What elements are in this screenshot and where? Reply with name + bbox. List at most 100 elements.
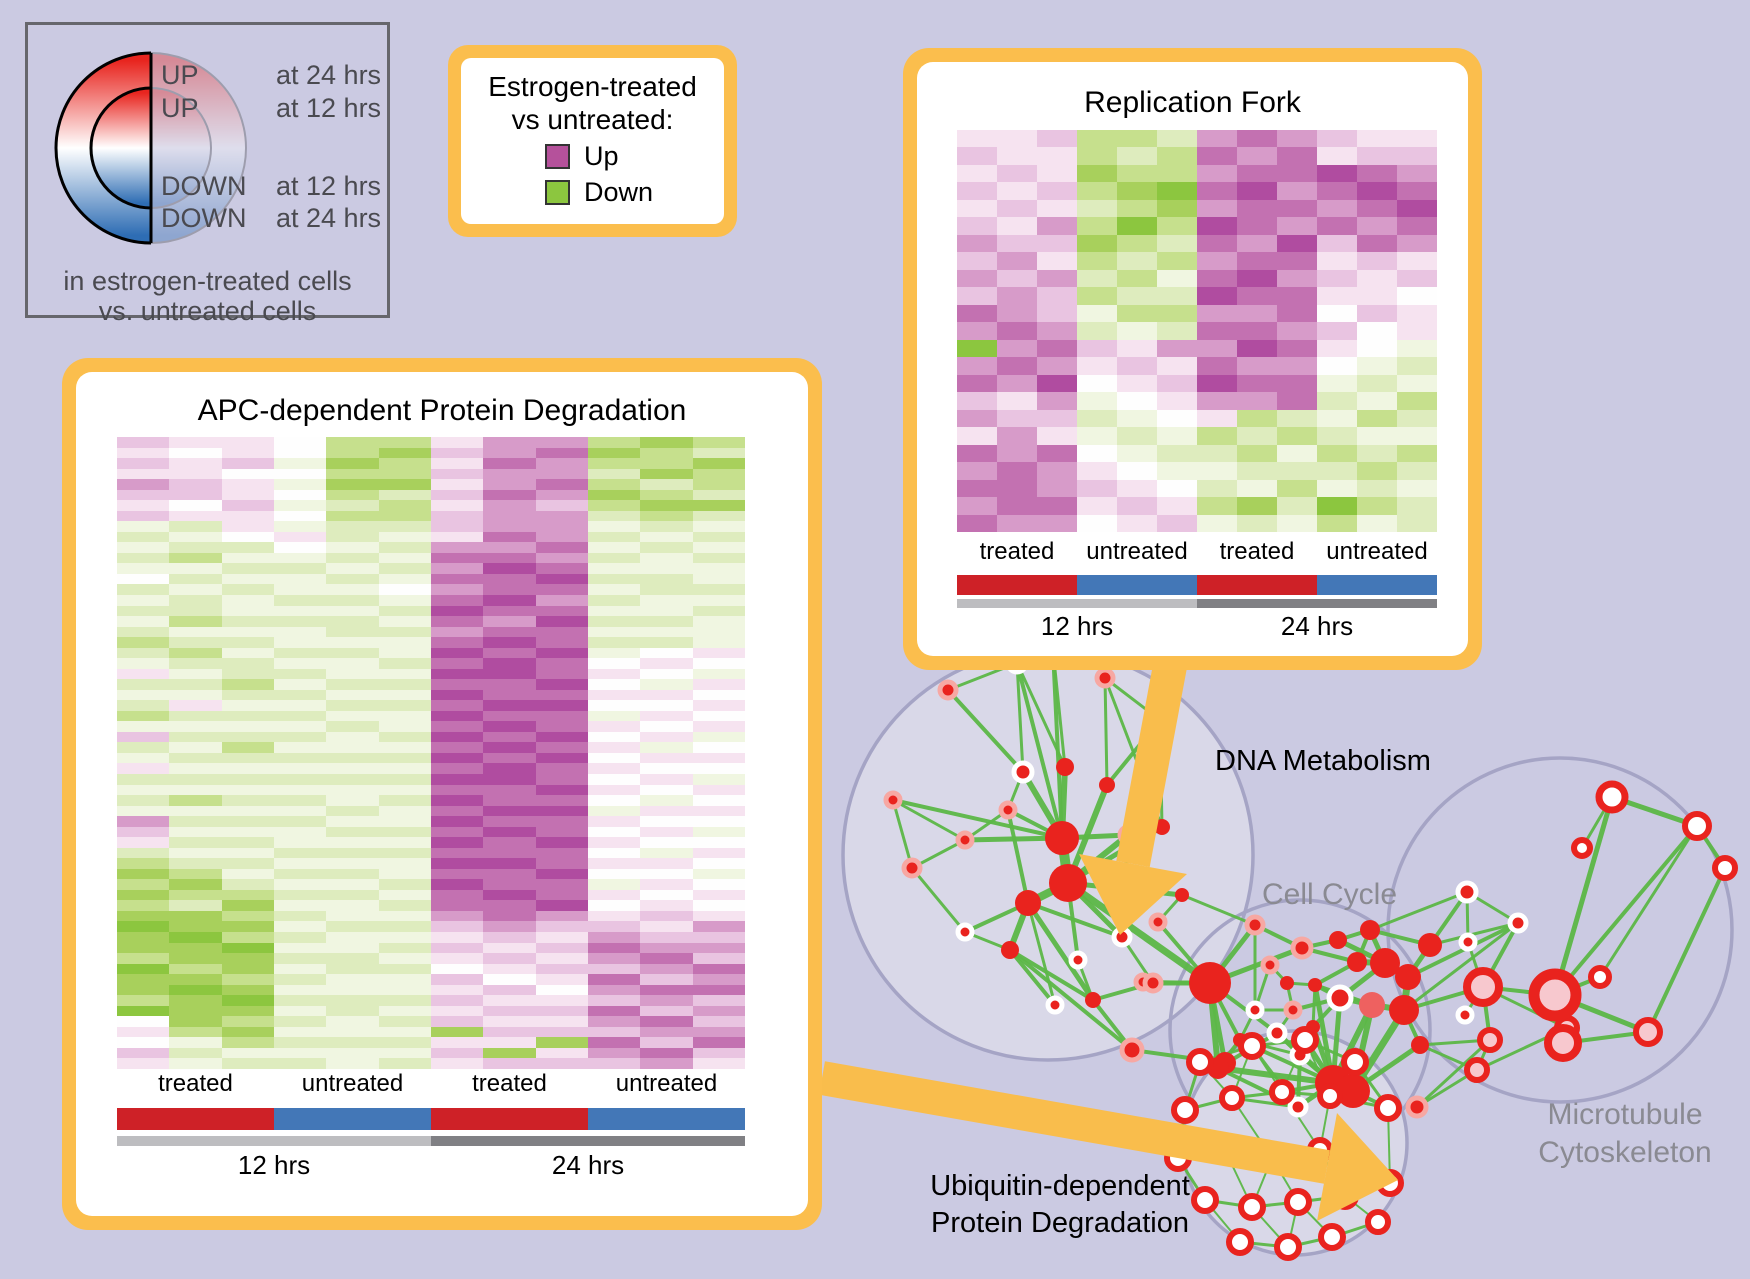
- heatmap-cell: [273, 605, 327, 617]
- heatmap-cell: [692, 879, 745, 890]
- heatmap-cell: [1117, 234, 1157, 253]
- heatmap-cell: [117, 658, 170, 669]
- heatmap-cell: [957, 322, 997, 340]
- heatmap-cell: [692, 858, 745, 869]
- heatmap-cell: [1037, 374, 1077, 393]
- heatmap-cell: [1237, 217, 1277, 235]
- time-label: at 24 hrs: [276, 203, 382, 233]
- heatmap-cell: [169, 731, 222, 743]
- heatmap-cell: [957, 427, 997, 445]
- heatmap-cell: [1317, 392, 1357, 410]
- heatmap-cell: [640, 658, 693, 669]
- net-node-m1: [1455, 880, 1479, 904]
- net-node-d13: [1049, 864, 1087, 902]
- heatmap-cell: [692, 542, 745, 553]
- heatmap-cell: [221, 784, 274, 796]
- heatmap-cell: [587, 953, 641, 964]
- heatmap-cell: [483, 847, 536, 859]
- heatmap-cell: [221, 742, 274, 753]
- replication-heatmap: [957, 130, 1437, 532]
- heatmap-cell: [378, 774, 431, 785]
- heatmap-cell: [1157, 269, 1197, 288]
- heatmap-cell: [692, 826, 745, 838]
- heatmap-cell: [430, 931, 484, 943]
- heatmap-cell: [378, 563, 431, 574]
- heatmap-cell: [957, 392, 997, 410]
- heatmap-cell: [1157, 409, 1197, 428]
- heatmap-cell: [483, 521, 536, 532]
- heatmap-cell: [273, 900, 327, 911]
- heatmap-cell: [169, 826, 222, 838]
- heatmap-cell: [117, 668, 170, 680]
- heatmap-cell: [483, 437, 536, 448]
- heatmap-cell: [273, 963, 327, 975]
- heatmap-cell: [1277, 269, 1317, 288]
- heatmap-cell: [587, 479, 641, 490]
- heatmap-cell: [326, 784, 379, 796]
- heatmap-cell: [1357, 269, 1397, 288]
- heatmap-cell: [1077, 339, 1117, 358]
- direction-label: UP: [161, 60, 199, 90]
- net-edge: [1015, 661, 1064, 840]
- heatmap-cell: [169, 700, 222, 711]
- heatmap-cell: [1277, 392, 1317, 410]
- heatmap-cell: [640, 1026, 693, 1038]
- net-node-c2: [1329, 931, 1347, 949]
- updown-ring-legend: UP at 24 hrs UP at 12 hrs DOWN at 12 hrs…: [25, 22, 390, 326]
- heatmap-cell: [535, 752, 588, 764]
- heatmap-cell: [1117, 182, 1157, 200]
- heatmap-cell: [430, 668, 484, 680]
- heatmap-cell: [169, 805, 222, 817]
- heatmap-cell: [483, 479, 536, 490]
- heatmap-cell: [587, 752, 641, 764]
- heatmap-cell: [587, 710, 641, 722]
- heatmap-cell: [535, 858, 588, 869]
- heatmap-cell: [535, 552, 588, 564]
- heatmap-cell: [221, 942, 274, 954]
- heatmap-cell: [957, 409, 997, 428]
- heatmap-cell: [273, 521, 327, 532]
- heatmap-cell: [117, 500, 170, 511]
- heatmap-cell: [535, 679, 588, 690]
- heatmap-cell: [117, 616, 170, 627]
- heatmap-cell: [587, 879, 641, 890]
- heatmap-cell: [692, 921, 745, 932]
- heatmap-cell: [957, 462, 997, 480]
- heatmap-cell: [1197, 479, 1237, 498]
- heatmap-cell: [692, 984, 745, 996]
- heatmap-cell: [378, 521, 431, 532]
- heatmap-cell: [378, 816, 431, 827]
- apc-time-labels: 12 hrs 24 hrs: [117, 1150, 745, 1181]
- heatmap-cell: [692, 805, 745, 817]
- heatmap-cell: [169, 837, 222, 848]
- heatmap-cell: [1117, 130, 1157, 148]
- heatmap-cell: [483, 826, 536, 838]
- heatmap-cell: [221, 521, 274, 532]
- heatmap-cell: [1277, 357, 1317, 375]
- heatmap-cell: [587, 910, 641, 922]
- heatmap-cell: [1077, 130, 1117, 148]
- heatmap-cell: [1037, 252, 1077, 270]
- heatmap-cell: [117, 784, 170, 796]
- net-node-u2: [1238, 1032, 1266, 1060]
- net-edge: [946, 688, 1025, 774]
- heatmap-cell: [997, 427, 1037, 445]
- apc-group-labels: treated untreated treated untreated: [117, 1070, 745, 1098]
- heatmap-cell: [1237, 427, 1277, 445]
- heatmap-cell: [1157, 304, 1197, 323]
- heatmap-cell: [535, 594, 588, 606]
- heatmap-cell: [640, 637, 693, 648]
- heatmap-cell: [169, 605, 222, 617]
- heatmap-cell: [1197, 164, 1237, 183]
- heatmap-cell: [273, 1026, 327, 1038]
- heatmap-cell: [378, 637, 431, 648]
- heatmap-cell: [1237, 514, 1277, 532]
- net-node-c7: [1370, 948, 1400, 978]
- heatmap-cell: [430, 458, 484, 469]
- heatmap-cell: [1357, 374, 1397, 393]
- heatmap-cell: [221, 1005, 274, 1017]
- heatmap-cell: [1037, 427, 1077, 445]
- heatmap-cell: [1277, 217, 1317, 235]
- heatmap-cell: [1237, 444, 1277, 463]
- heatmap-cell: [957, 514, 997, 532]
